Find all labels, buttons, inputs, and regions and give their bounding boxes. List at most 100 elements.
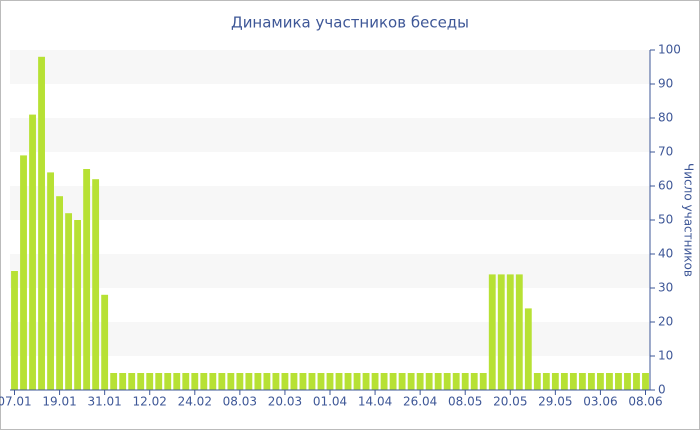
y-tick-label: 70 — [658, 145, 673, 159]
y-tick-label: 90 — [658, 77, 673, 91]
bar — [209, 373, 217, 390]
bar — [624, 373, 631, 390]
y-axis-label: Число участников — [682, 163, 696, 277]
y-tick-label: 0 — [658, 383, 666, 397]
bar — [578, 373, 586, 390]
x-tick-label: 03.06 — [583, 395, 617, 409]
bar — [29, 114, 36, 390]
bar — [542, 373, 550, 390]
x-tick-label: 12.02 — [133, 395, 167, 409]
grid-band — [10, 254, 650, 288]
bar — [596, 373, 604, 390]
bar — [146, 373, 154, 390]
bar — [380, 373, 388, 390]
bar — [38, 56, 45, 391]
bar — [182, 373, 190, 390]
bar — [101, 294, 109, 390]
y-tick-label: 40 — [658, 247, 673, 261]
bar — [389, 373, 397, 390]
x-tick-label: 19.01 — [42, 395, 76, 409]
bar — [506, 274, 514, 390]
bar — [443, 373, 451, 390]
bar — [56, 196, 64, 390]
bar — [371, 373, 379, 390]
bar — [191, 373, 199, 390]
x-tick-label: 08.03 — [223, 395, 257, 409]
x-tick-label: 01.04 — [313, 395, 347, 409]
x-tick-label: 31.01 — [87, 395, 121, 409]
x-tick-label: 08.06 — [628, 395, 662, 409]
y-tick-label: 80 — [658, 111, 673, 125]
bar — [290, 373, 298, 390]
x-tick-label: 14.04 — [358, 395, 392, 409]
x-tick-label: 08.05 — [448, 395, 482, 409]
x-tick-label: 26.04 — [403, 395, 437, 409]
bar — [524, 308, 532, 390]
grid-band — [10, 118, 650, 152]
bar — [254, 373, 262, 390]
bar — [615, 373, 622, 390]
bar — [245, 373, 253, 390]
bar — [416, 373, 424, 390]
bar — [155, 373, 163, 390]
x-tick-label: 07.01 — [0, 395, 32, 409]
bar — [272, 373, 280, 390]
bar — [137, 373, 145, 390]
bar — [470, 373, 478, 390]
bar — [353, 373, 361, 390]
bar — [74, 220, 82, 390]
grid-band — [10, 50, 650, 84]
bar — [452, 373, 460, 390]
bar — [497, 274, 505, 390]
bar — [65, 213, 73, 390]
bar — [434, 373, 442, 390]
bar — [326, 373, 334, 390]
bar — [11, 271, 18, 390]
bar — [362, 373, 370, 390]
bar — [308, 373, 316, 390]
bar — [344, 373, 352, 390]
bar — [20, 155, 27, 390]
bar — [407, 373, 415, 390]
bar — [642, 373, 649, 390]
y-tick-label: 50 — [658, 213, 673, 227]
x-tick-label: 20.05 — [493, 395, 527, 409]
y-tick-label: 100 — [658, 43, 681, 57]
bar — [263, 373, 271, 390]
y-tick-label: 20 — [658, 315, 673, 329]
bar — [92, 179, 100, 390]
bar — [479, 373, 487, 390]
bar — [488, 274, 496, 390]
bar — [227, 373, 235, 390]
bar — [299, 373, 307, 390]
y-tick-label: 60 — [658, 179, 673, 193]
bar — [164, 373, 172, 390]
y-tick-label: 10 — [658, 349, 673, 363]
bar — [569, 373, 577, 390]
bar — [317, 373, 325, 390]
x-tick-label: 29.05 — [538, 395, 572, 409]
bar — [335, 373, 343, 390]
bar — [587, 373, 595, 390]
chart-title: Динамика участников беседы — [231, 14, 469, 32]
bar — [606, 373, 613, 390]
bar — [173, 373, 181, 390]
bar — [119, 373, 127, 390]
bar — [281, 373, 289, 390]
bar — [218, 373, 226, 390]
bar — [110, 373, 118, 390]
bar — [83, 169, 91, 390]
bar — [560, 373, 568, 390]
bar — [200, 373, 208, 390]
y-tick-label: 30 — [658, 281, 673, 295]
bar — [47, 172, 54, 390]
bar — [551, 373, 559, 390]
bar — [461, 373, 469, 390]
bar — [236, 373, 244, 390]
grid-band — [10, 186, 650, 220]
bar — [633, 373, 640, 390]
bar — [533, 373, 541, 390]
x-tick-label: 20.03 — [268, 395, 302, 409]
grid-band — [10, 322, 650, 356]
